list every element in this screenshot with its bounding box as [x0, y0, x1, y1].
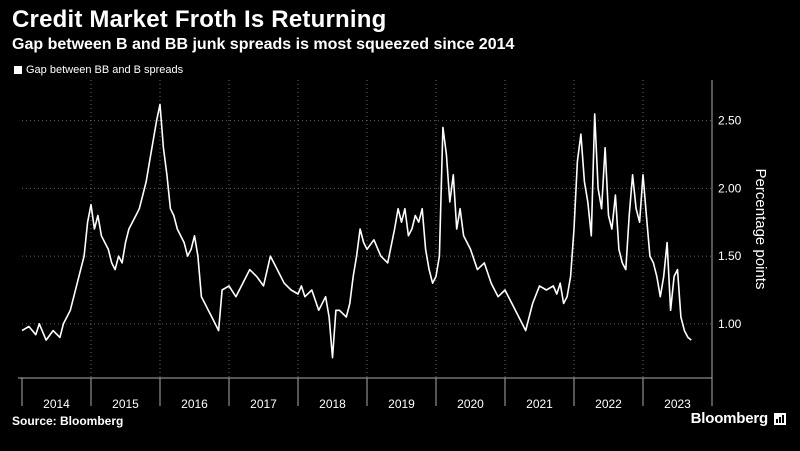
x-tick-label: 2017	[250, 397, 277, 411]
x-tick-label: 2019	[388, 397, 415, 411]
legend: Gap between BB and B spreads	[14, 64, 183, 76]
series-line	[21, 103, 692, 359]
brand-logo-text: Bloomberg	[690, 410, 769, 427]
chart-subtitle: Gap between B and BB junk spreads is mos…	[12, 36, 515, 53]
legend-swatch	[14, 66, 22, 74]
x-tick-label: 2015	[112, 397, 139, 411]
y-tick-label: 2.50	[718, 114, 742, 128]
x-tick-label: 2018	[319, 397, 346, 411]
x-tick-label: 2021	[526, 397, 553, 411]
x-tick-label: 2022	[595, 397, 622, 411]
x-tick-label: 2016	[181, 397, 208, 411]
x-tick-label: 2014	[43, 397, 70, 411]
y-axis-label: Percentage points	[752, 169, 769, 290]
chart-title: Credit Market Froth Is Returning	[12, 6, 387, 33]
source-note: Source: Bloomberg	[12, 414, 124, 428]
y-tick-label: 1.00	[718, 317, 742, 331]
x-tick-label: 2023	[664, 397, 691, 411]
y-tick-label: 2.00	[718, 181, 742, 195]
bloomberg-chart-icon	[774, 413, 786, 425]
legend-label: Gap between BB and B spreads	[26, 64, 184, 76]
y-tick-label: 1.50	[718, 249, 742, 263]
x-tick-label: 2020	[457, 397, 484, 411]
